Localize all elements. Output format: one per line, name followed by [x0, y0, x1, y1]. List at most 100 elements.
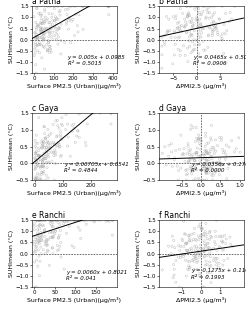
Point [54, 228, 58, 233]
Point [193, 42, 197, 47]
Point [66, 18, 70, 23]
Point [34, 218, 38, 223]
Point [224, 152, 228, 157]
Point [76, 129, 80, 134]
Point [34, 178, 38, 183]
Point [217, 234, 221, 239]
Point [56, 248, 60, 253]
Point [57, 247, 61, 252]
Point [38, 29, 42, 34]
Point [38, 42, 42, 47]
Point [160, 267, 164, 272]
Point [46, 127, 50, 132]
Point [190, 248, 194, 253]
Point [220, 4, 224, 9]
Point [186, 171, 190, 176]
Point [56, 123, 60, 128]
Point [187, 233, 191, 238]
Point [56, 17, 60, 22]
Point [197, 51, 201, 56]
Point [50, 235, 54, 240]
Point [47, 20, 51, 25]
Point [98, 111, 102, 116]
Point [214, 234, 218, 239]
Point [211, 12, 215, 17]
Point [194, 254, 198, 259]
Point [187, 38, 191, 43]
Point [238, 150, 242, 155]
Point [34, 141, 38, 146]
Point [186, 12, 190, 17]
Point [203, 4, 207, 9]
Point [33, 156, 37, 161]
Point [195, 17, 199, 22]
Point [199, 35, 203, 40]
Point [196, 20, 200, 25]
Point [40, 29, 44, 34]
Point [43, 218, 46, 223]
Point [41, 171, 45, 176]
Point [41, 37, 45, 41]
Point [205, 232, 209, 237]
Point [44, 145, 48, 150]
Point [210, 156, 214, 161]
Point [195, 167, 199, 172]
Point [213, 171, 217, 176]
Point [51, 245, 55, 250]
Point [203, 144, 207, 149]
Point [58, 244, 62, 249]
Point [46, 175, 50, 180]
Point [39, 230, 43, 235]
Point [211, 29, 215, 34]
Point [73, 4, 77, 9]
Point [191, 49, 195, 54]
Point [33, 160, 37, 165]
Point [198, 252, 202, 257]
Point [166, 28, 169, 33]
Point [178, 26, 182, 31]
Point [47, 133, 51, 138]
Point [206, 171, 210, 176]
Point [174, 280, 178, 285]
Point [46, 134, 50, 139]
Point [51, 140, 55, 145]
Point [183, 252, 186, 257]
Point [221, 239, 225, 244]
Point [202, 161, 206, 166]
Y-axis label: SUHImean (°C): SUHImean (°C) [9, 230, 14, 277]
Point [160, 35, 164, 40]
Point [207, 140, 211, 145]
Point [176, 178, 180, 183]
Point [180, 252, 184, 257]
Point [212, 148, 216, 153]
Point [56, 41, 60, 46]
Point [202, 153, 206, 158]
Point [56, 143, 60, 148]
Point [177, 29, 181, 34]
Point [214, 138, 217, 143]
Point [191, 23, 195, 28]
Point [44, 149, 48, 154]
Point [160, 151, 164, 156]
Point [53, 33, 57, 38]
Point [48, 31, 52, 36]
Point [47, 40, 51, 45]
Point [33, 260, 37, 265]
Point [40, 146, 44, 151]
Point [175, 21, 179, 26]
Point [189, 238, 193, 243]
Text: R² = 0.0906: R² = 0.0906 [193, 61, 226, 66]
Point [50, 12, 54, 17]
Point [38, 153, 42, 158]
Point [55, 243, 59, 248]
Point [188, 13, 192, 18]
Point [72, 122, 76, 127]
Point [224, 241, 228, 246]
Point [43, 15, 47, 20]
Point [34, 159, 38, 164]
Point [207, 10, 211, 15]
Point [183, 159, 187, 164]
Point [206, 241, 210, 246]
Point [70, 129, 74, 134]
Point [43, 136, 47, 141]
